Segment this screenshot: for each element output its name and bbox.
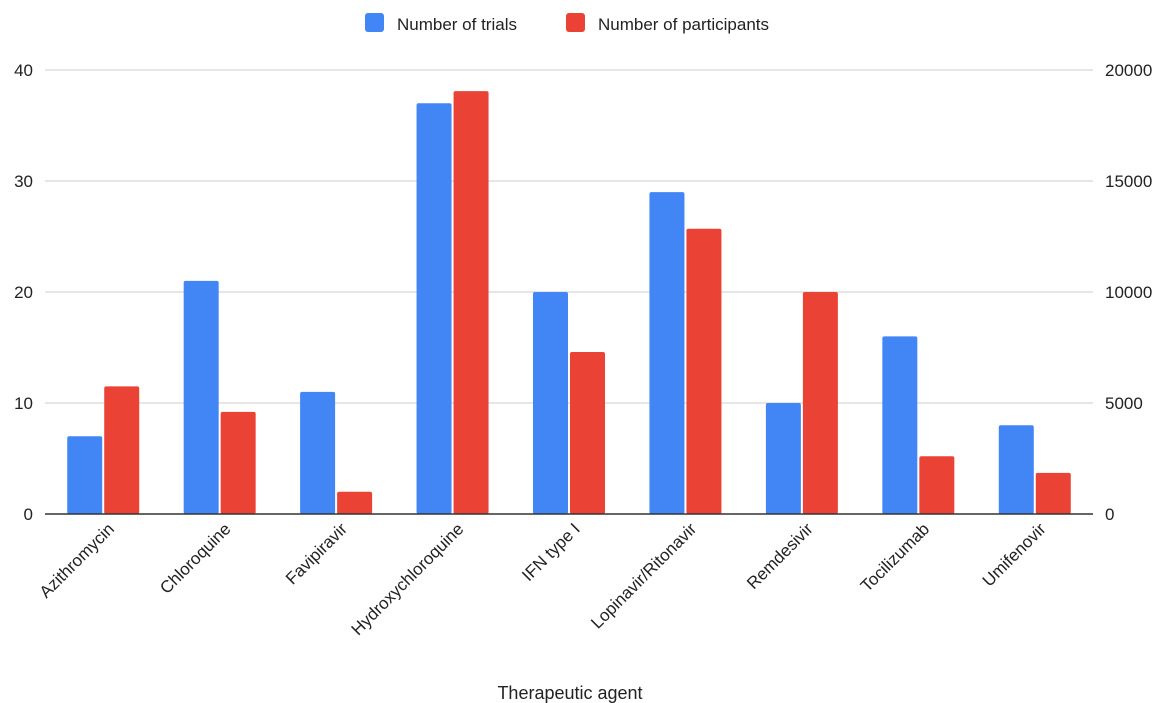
right-tick-label: 10000 (1105, 283, 1152, 302)
category-labels: Azithromycin Chloroquine FavipiravirHydrox… (36, 519, 1050, 639)
legend-swatch (566, 13, 585, 32)
bar-trials (300, 391, 336, 514)
right-tick-label: 20000 (1105, 61, 1152, 80)
category-label: Favipiravir (282, 519, 351, 588)
bar-participants (570, 351, 605, 514)
bar-trials (416, 103, 452, 515)
category-label: Azithromycin (36, 519, 118, 601)
bar-trials (649, 192, 685, 514)
category-label: Remdesivir (743, 519, 817, 593)
left-axis: 0 10 20 30 40 (14, 61, 33, 524)
bar-participants (337, 491, 373, 514)
category-label: Hydroxychloroquine (348, 519, 468, 639)
bar-participants (220, 411, 256, 514)
x-axis-title: Therapeutic agent (497, 683, 642, 703)
bar-participants (453, 91, 489, 514)
right-tick-label: 15000 (1105, 172, 1152, 191)
left-tick-label: 30 (14, 172, 33, 191)
bar-participants (104, 386, 140, 514)
legend-label: Number of trials (397, 15, 517, 34)
right-tick-label: 0 (1105, 505, 1114, 524)
bar-participants (919, 456, 955, 514)
category-label: Lopinavir/Ritonavir (587, 519, 700, 632)
legend-label: Number of participants (598, 15, 769, 34)
bar-trials (998, 425, 1034, 514)
category-label: Tocilizumab (857, 519, 933, 595)
bar-participants (802, 292, 838, 514)
left-tick-label: 40 (14, 61, 33, 80)
legend-swatch (365, 13, 384, 32)
legend: Number of trials Number of participants (365, 13, 769, 34)
bar-trials (533, 292, 568, 514)
right-tick-label: 5000 (1105, 394, 1143, 413)
category-label: IFN type I (518, 519, 584, 585)
gridlines (45, 69, 1093, 404)
bar-trials (183, 280, 219, 514)
left-tick-label: 20 (14, 283, 33, 302)
bar-participants (1035, 472, 1071, 514)
bars (67, 91, 1071, 515)
left-tick-label: 0 (24, 505, 33, 524)
right-axis: 0 5000 10000 15000 20000 (1105, 61, 1152, 524)
bar-trials (67, 436, 103, 514)
category-label: Umifenovir (979, 519, 1050, 590)
bar-participants (686, 228, 722, 515)
left-tick-label: 10 (14, 394, 33, 413)
bar-trials (765, 403, 801, 514)
bar-trials (882, 336, 918, 514)
category-label: Chloroquine (156, 519, 234, 597)
